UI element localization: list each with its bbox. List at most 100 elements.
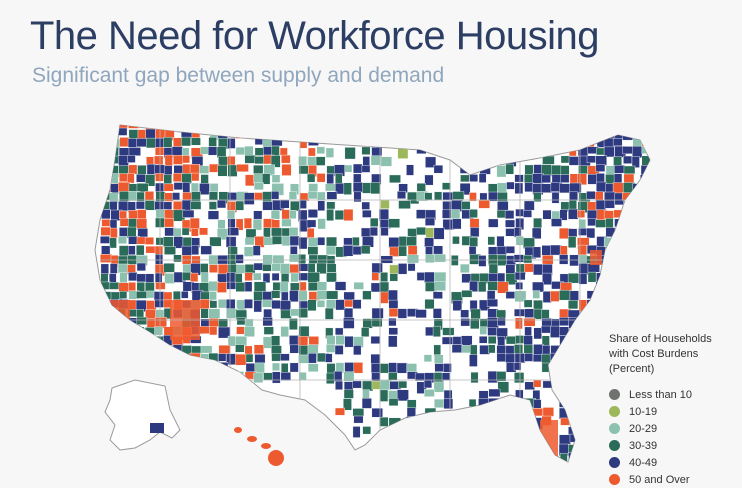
county-cell — [570, 462, 580, 473]
county-cell — [640, 264, 650, 273]
county-cell — [101, 156, 114, 169]
county-cell — [397, 191, 406, 199]
county-cell — [595, 372, 605, 385]
county-cell — [163, 165, 173, 176]
county-cell — [190, 272, 199, 282]
county-cell — [235, 282, 246, 292]
county-cell — [586, 398, 597, 409]
county-cell — [542, 155, 555, 165]
county-cell — [415, 417, 426, 427]
county-cell — [595, 219, 607, 228]
county-cell — [397, 308, 408, 319]
county-cell — [271, 290, 281, 299]
county-cell — [567, 125, 578, 128]
county-cell — [523, 200, 535, 211]
county-cell — [326, 263, 337, 273]
county-cell — [622, 290, 631, 299]
county-cell — [550, 138, 562, 149]
county-cell — [379, 281, 390, 294]
county-cell — [587, 389, 597, 400]
county-cell — [371, 272, 380, 281]
county-cell — [135, 335, 148, 344]
county-cell — [587, 125, 600, 133]
county-cell — [235, 344, 245, 353]
county-cell — [182, 155, 190, 164]
county-cell — [226, 210, 236, 220]
county-cell — [542, 272, 552, 285]
county-cell — [262, 129, 270, 138]
county-cell — [577, 125, 589, 129]
county-cell — [488, 388, 501, 397]
county-cell — [243, 246, 254, 257]
county-cell — [290, 272, 299, 283]
county-cell — [127, 138, 138, 148]
county-cell — [316, 191, 326, 201]
county-cell — [622, 146, 634, 155]
county-cell — [136, 345, 145, 358]
county-cell — [182, 192, 193, 200]
county-cell — [244, 281, 253, 292]
county-cell — [441, 128, 455, 141]
county-cell — [244, 145, 254, 157]
county-cell — [506, 416, 517, 429]
county-cell — [118, 245, 130, 257]
county-cell — [470, 408, 482, 420]
county-cell — [641, 236, 650, 248]
county-cell — [559, 326, 570, 336]
county-cell — [613, 246, 622, 259]
county-cell — [244, 155, 257, 164]
county-cluster — [105, 300, 130, 340]
county-cell — [587, 461, 600, 462]
county-cell — [297, 336, 309, 346]
county-cell — [335, 327, 344, 336]
county-cell — [145, 245, 156, 254]
county-cell — [649, 154, 650, 167]
county-cell — [406, 399, 417, 410]
county-cell — [587, 345, 596, 357]
county-cell — [290, 200, 301, 212]
county-cell — [640, 254, 650, 266]
county-cell — [117, 236, 127, 244]
county-cell — [478, 155, 487, 167]
county-cell — [200, 361, 210, 371]
county-cell — [109, 237, 117, 249]
page-title: The Need for Workforce Housing — [30, 14, 599, 58]
county-cell — [254, 354, 266, 364]
county-cell — [659, 147, 668, 157]
county-cell — [101, 136, 111, 146]
county-cell — [487, 155, 496, 164]
county-cell — [640, 210, 650, 222]
county-cell — [199, 165, 210, 174]
county-cell — [586, 308, 599, 321]
county-cell — [586, 299, 597, 309]
county-cell — [596, 327, 608, 337]
county-cell — [270, 209, 281, 220]
county-cell — [505, 219, 515, 228]
county-cell — [424, 192, 433, 201]
county-cell — [181, 363, 192, 374]
county-cell — [397, 147, 409, 159]
county-cell — [533, 399, 542, 409]
county-cell — [551, 191, 560, 204]
county-cell — [559, 183, 572, 194]
county-cell — [380, 255, 393, 264]
county-cell — [289, 235, 300, 246]
county-cell — [587, 218, 597, 227]
county-cell — [586, 326, 595, 338]
county-cell — [416, 209, 427, 219]
county-cell — [99, 254, 113, 263]
county-cell — [469, 192, 477, 202]
county-cell — [209, 236, 222, 247]
county-cell — [478, 200, 490, 209]
county-cell — [352, 299, 362, 309]
county-cell — [505, 163, 514, 175]
county-cell — [632, 201, 645, 212]
county-cell — [379, 389, 389, 402]
county-cell — [388, 218, 400, 228]
us-county-map — [94, 124, 670, 473]
county-cell — [660, 282, 670, 289]
county-cell — [550, 290, 560, 302]
county-cell — [460, 309, 470, 318]
county-cell — [559, 209, 568, 221]
county-cell — [182, 237, 193, 247]
